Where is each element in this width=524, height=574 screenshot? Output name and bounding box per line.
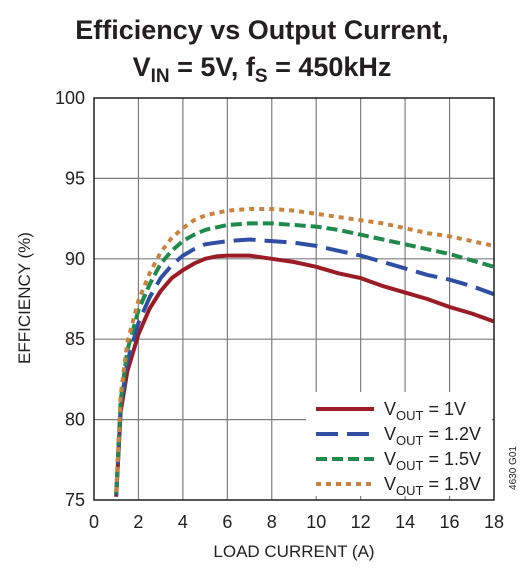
x-tick-label-2: 2 bbox=[133, 512, 143, 532]
series-line-3 bbox=[114, 221, 495, 494]
x-tick-label-0: 0 bbox=[89, 512, 99, 532]
y-tick-label-90: 90 bbox=[65, 249, 85, 269]
y-tick-label-95: 95 bbox=[65, 168, 85, 188]
series-line-2 bbox=[114, 237, 495, 496]
x-tick-label-10: 10 bbox=[306, 512, 326, 532]
plot-frame bbox=[93, 97, 495, 501]
legend-label-2: VOUT = 1.2V bbox=[384, 424, 481, 448]
x-tick-label-6: 6 bbox=[222, 512, 232, 532]
legend-label-3: VOUT = 1.5V bbox=[384, 449, 481, 473]
series-line-1 bbox=[114, 253, 495, 497]
legend-label-4: VOUT = 1.8V bbox=[384, 474, 481, 498]
y-tick-label-80: 80 bbox=[65, 410, 85, 430]
series-line-4 bbox=[114, 207, 495, 493]
x-tick-label-18: 18 bbox=[484, 512, 504, 532]
axes bbox=[93, 97, 495, 501]
chart-title: Efficiency vs Output Current, bbox=[75, 15, 449, 45]
x-axis-title: LOAD CURRENT (A) bbox=[213, 542, 374, 561]
grid-lines bbox=[94, 98, 494, 500]
series-layer bbox=[114, 207, 495, 497]
y-axis-title: EFFICIENCY (%) bbox=[15, 232, 34, 364]
figure-code: 4630 G01 bbox=[508, 446, 519, 490]
x-tick-label-4: 4 bbox=[178, 512, 188, 532]
tick-labels: 0 2 4 6 8 10 12 14 16 18 75 80 85 90 95 100 bbox=[55, 88, 504, 532]
y-tick-label-100: 100 bbox=[55, 88, 85, 108]
x-tick-label-16: 16 bbox=[440, 512, 460, 532]
x-tick-label-14: 14 bbox=[395, 512, 415, 532]
x-tick-label-12: 12 bbox=[351, 512, 371, 532]
legend-label-1: VOUT = 1V bbox=[384, 399, 466, 423]
x-tick-label-8: 8 bbox=[267, 512, 277, 532]
y-tick-label-85: 85 bbox=[65, 329, 85, 349]
y-tick-label-75: 75 bbox=[65, 490, 85, 510]
chart-subtitle: VIN = 5V, fS = 450kHz bbox=[133, 52, 392, 87]
